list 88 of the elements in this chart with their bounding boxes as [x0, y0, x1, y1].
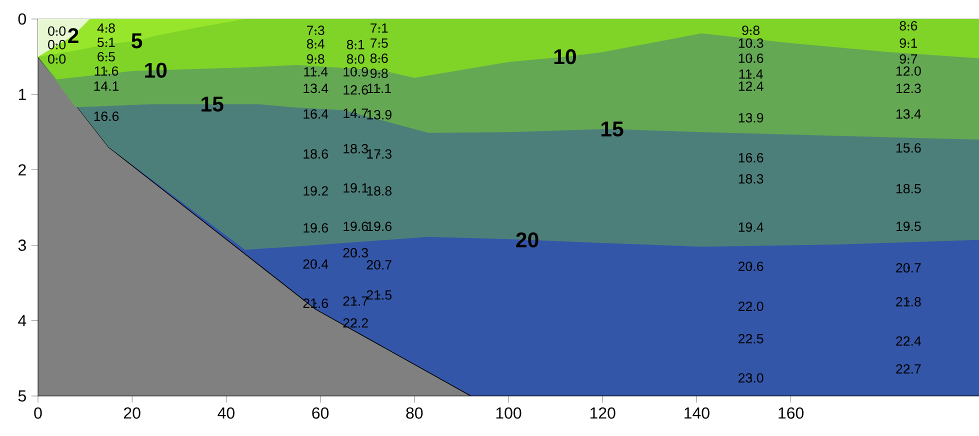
annotation: 12.3: [896, 84, 921, 94]
annotation: 11.4: [304, 67, 328, 76]
annotation: 16.6: [738, 153, 764, 162]
annotation: 13.4: [304, 84, 328, 94]
annotation: 22.7: [896, 364, 921, 374]
annotation: 20.3: [343, 248, 368, 258]
annotation: 0.0: [48, 54, 66, 64]
annotation: 13.9: [738, 113, 764, 122]
annotation: 8.0: [346, 54, 364, 64]
annotation: 11.1: [368, 84, 391, 93]
annotation: 10: [145, 62, 167, 78]
y-tick-label: 2: [18, 164, 26, 176]
annotation: 20.7: [896, 263, 921, 273]
y-tick-label: 1: [18, 88, 26, 100]
annotation: 7.5: [370, 38, 388, 48]
x-tick-label: 0: [34, 407, 42, 419]
x-tick-label: 80: [406, 407, 423, 419]
annotation: 13.4: [896, 109, 922, 119]
annotation: 9.8: [742, 26, 760, 36]
annotation: 19.6: [344, 222, 368, 232]
annotation: 17.3: [367, 149, 392, 159]
annotation: 18.8: [367, 186, 392, 196]
annotation: 20.4: [303, 259, 328, 269]
annotation: 18.3: [738, 174, 764, 184]
x-tick-label: 40: [218, 407, 234, 419]
annotation: 9.8: [306, 54, 324, 64]
annotation: 5.1: [98, 38, 115, 48]
annotation: 22.5: [738, 334, 764, 344]
x-tick-label: 160: [778, 407, 804, 419]
annotation: 10.9: [344, 67, 368, 77]
annotation: 6.5: [98, 52, 115, 62]
annotation: 23.0: [738, 373, 764, 383]
annotation: 19.5: [896, 222, 921, 232]
annotation: 15: [601, 122, 624, 137]
annotation: 11.4: [739, 69, 763, 79]
annotation: 16.6: [94, 112, 119, 121]
annotation: 0.0: [48, 26, 66, 36]
annotation: 7.1: [370, 23, 388, 33]
annotation: 20.6: [738, 262, 764, 272]
annotation: 19.2: [304, 186, 328, 196]
annotation: 19.4: [738, 222, 764, 232]
annotation: 16.4: [304, 109, 328, 119]
annotation: 4.8: [97, 23, 115, 33]
annotation: 5: [132, 33, 142, 48]
y-tick-label: 0: [18, 13, 26, 25]
annotation: 21.7: [343, 296, 368, 306]
annotation: 8.4: [306, 39, 324, 49]
annotation: 10.6: [738, 54, 764, 63]
annotation: 8.6: [370, 54, 388, 63]
annotation: 19.6: [367, 222, 392, 232]
annotation: 13.9: [367, 110, 392, 120]
annotation: 18.5: [896, 184, 921, 194]
annotation: 8.6: [900, 21, 918, 31]
x-tick-label: 60: [312, 407, 329, 419]
annotation: 9.1: [900, 38, 918, 48]
annotation: 14.1: [94, 82, 119, 91]
annotation: 20.7: [366, 260, 392, 270]
annotation: 19.6: [304, 223, 328, 233]
annotation: 7.3: [307, 26, 324, 36]
annotation: 21.5: [366, 290, 392, 300]
annotation: 11.6: [94, 66, 118, 76]
annotation: 15: [202, 96, 224, 112]
x-tick-label: 100: [496, 407, 522, 419]
annotation: 18.6: [304, 149, 328, 159]
annotation: 10: [554, 49, 576, 64]
annotation: 12.4: [738, 81, 764, 91]
annotation: 22.2: [343, 318, 368, 328]
annotation: 0.0: [48, 40, 66, 50]
x-tick-label: 140: [684, 407, 710, 419]
x-tick-label: 120: [590, 407, 616, 419]
annotation: 12.6: [344, 85, 368, 95]
annotation: 19.1: [344, 183, 368, 193]
annotation: 21.8: [896, 297, 921, 306]
annotation: 14.7: [344, 108, 368, 118]
x-tick-label: 20: [124, 407, 140, 419]
annotation: 10.3: [738, 38, 764, 48]
annotation: 12.0: [896, 66, 921, 76]
y-tick-label: 4: [18, 315, 26, 326]
annotation: 22.0: [738, 302, 764, 311]
annotation: 18.3: [344, 144, 368, 154]
annotation: 9.7: [900, 54, 918, 64]
annotation: 20: [516, 232, 538, 248]
annotation: 15.6: [896, 143, 921, 153]
y-tick-label: 3: [18, 240, 26, 251]
annotation: 22.4: [896, 336, 922, 346]
annotation: 8.1: [346, 40, 364, 50]
annotation: 9.8: [370, 68, 388, 78]
y-tick-label: 5: [18, 390, 26, 402]
